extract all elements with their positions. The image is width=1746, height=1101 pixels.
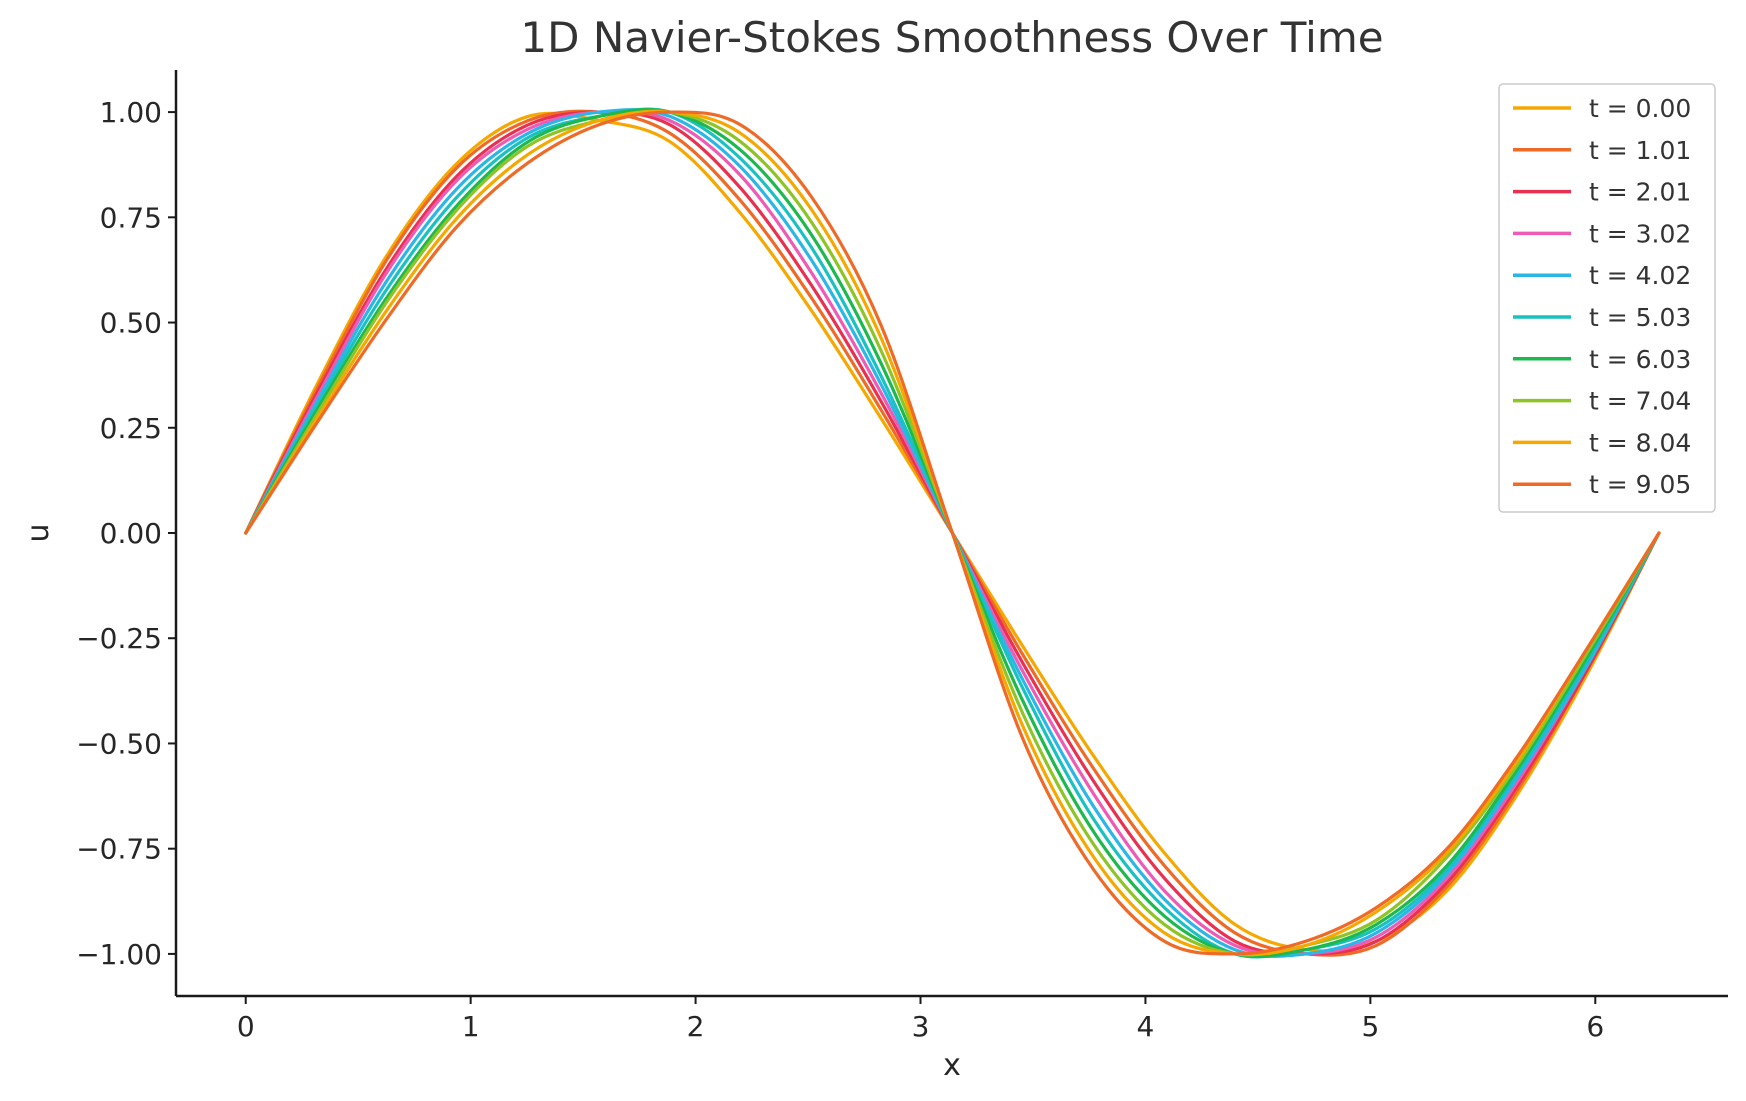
y-tick-label: −0.50 bbox=[76, 727, 162, 760]
legend-label: t = 0.00 bbox=[1589, 94, 1691, 123]
x-tick-label: 2 bbox=[687, 1010, 705, 1043]
legend-label: t = 4.02 bbox=[1589, 261, 1691, 290]
y-tick-label: 0.75 bbox=[100, 201, 162, 234]
y-tick-label: 0.25 bbox=[100, 412, 162, 445]
y-tick-label: 0.00 bbox=[100, 517, 162, 550]
series-line-9 bbox=[244, 110, 1661, 956]
legend-label: t = 3.02 bbox=[1589, 219, 1691, 248]
legend-label: t = 2.01 bbox=[1589, 178, 1691, 207]
plot-area bbox=[244, 107, 1661, 959]
legend-label: t = 8.04 bbox=[1589, 428, 1691, 457]
y-tick-label: 0.50 bbox=[100, 307, 162, 340]
legend: t = 0.00 t = 1.01 t = 2.01 t = 3.02 t = 4.02… bbox=[1498, 83, 1716, 513]
legend-label: t = 7.04 bbox=[1589, 387, 1691, 416]
y-ticks: 1.00 0.75 0.50 0.25 0.00 −0.25 −0.50 −0.75 −1.00 bbox=[76, 96, 176, 971]
x-tick-label: 3 bbox=[912, 1010, 930, 1043]
y-axis-label: u bbox=[21, 523, 56, 542]
x-tick-label: 1 bbox=[462, 1010, 480, 1043]
chart-title: 1D Navier-Stokes Smoothness Over Time bbox=[520, 13, 1383, 62]
x-tick-label: 0 bbox=[237, 1010, 255, 1043]
x-ticks: 0 1 2 3 4 5 6 bbox=[237, 996, 1604, 1043]
x-tick-label: 5 bbox=[1361, 1010, 1379, 1043]
y-tick-label: −0.75 bbox=[76, 833, 162, 866]
x-tick-label: 6 bbox=[1586, 1010, 1604, 1043]
legend-label: t = 9.05 bbox=[1589, 470, 1691, 499]
y-tick-label: 1.00 bbox=[100, 96, 162, 129]
x-tick-label: 4 bbox=[1137, 1010, 1155, 1043]
y-tick-label: −1.00 bbox=[76, 938, 162, 971]
legend-label: t = 6.03 bbox=[1589, 345, 1691, 374]
legend-label: t = 5.03 bbox=[1589, 303, 1691, 332]
legend-label: t = 1.01 bbox=[1589, 136, 1691, 165]
y-tick-label: −0.25 bbox=[76, 622, 162, 655]
x-axis-label: x bbox=[943, 1048, 961, 1083]
